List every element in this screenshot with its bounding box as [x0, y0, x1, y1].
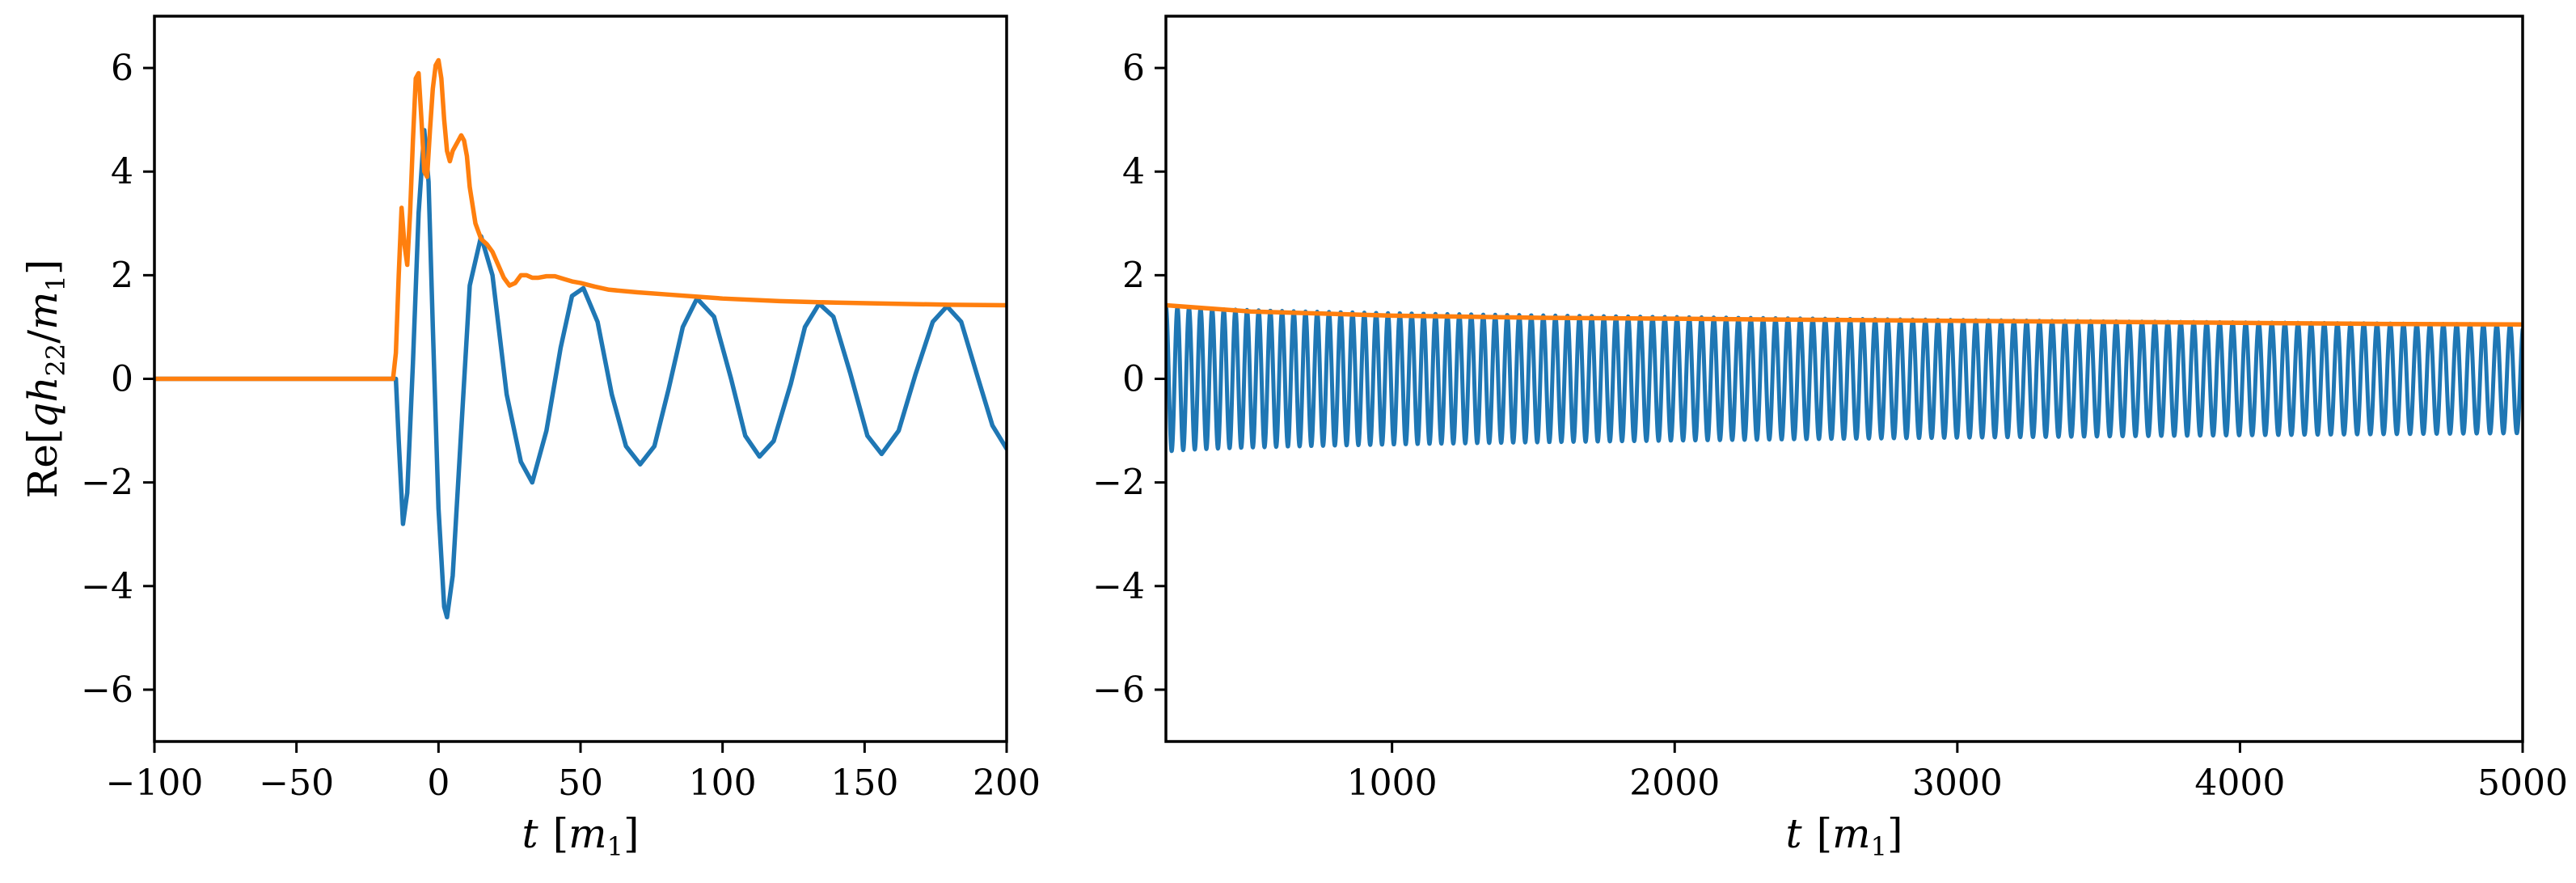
right-y-tick-label: −6	[1092, 670, 1145, 711]
right-ticks: 1000 2000 3000 4000 5000 −6 −4 −2 0 2 4 6	[1092, 48, 2568, 804]
right-axes-frame	[1164, 15, 2524, 743]
left-x-axis-m: m	[568, 810, 606, 857]
left-x-tick-label: 0	[427, 763, 450, 804]
left-y-axis-re: Re[	[19, 429, 66, 499]
left-y-axis-qh: qh	[19, 376, 66, 428]
right-x-tick-label: 4000	[2194, 763, 2285, 804]
right-x-axis-unit: [	[1817, 810, 1833, 857]
left-x-axis-close: ]	[623, 810, 640, 857]
left-x-tick-label: 150	[830, 763, 898, 804]
left-x-tick-label: 200	[973, 763, 1041, 804]
left-y-tick-label: −2	[81, 463, 133, 504]
right-series-blue-line	[1166, 303, 2523, 454]
right-y-tick-label: 0	[1122, 359, 1145, 400]
right-x-tick-label: 2000	[1629, 763, 1720, 804]
left-x-tick-label: −50	[259, 763, 334, 804]
right-y-tick-label: −2	[1092, 463, 1145, 504]
left-x-axis-var: t	[522, 810, 539, 857]
left-y-tick-label: −6	[81, 670, 133, 711]
left-y-axis-slash: /	[19, 330, 66, 344]
right-x-axis-m: m	[1832, 810, 1870, 857]
left-y-tick-label: 4	[111, 151, 133, 192]
right-x-axis-sub: 1	[1871, 831, 1887, 862]
left-x-axis-sub: 1	[607, 831, 623, 862]
left-x-axis-unit: [	[553, 810, 569, 857]
left-axes-frame	[153, 15, 1008, 743]
right-x-tick-label: 1000	[1347, 763, 1438, 804]
left-y-tick-label: 6	[111, 48, 133, 89]
right-x-axis-close: ]	[1887, 810, 1903, 857]
right-series-layer	[1166, 302, 2523, 454]
left-series-layer	[154, 57, 1007, 619]
left-y-axis-close: ]	[19, 260, 66, 276]
left-y-tick-label: −4	[81, 566, 133, 607]
right-y-tick-label: 2	[1122, 255, 1145, 296]
left-x-tick-label: 100	[689, 763, 757, 804]
left-x-tick-label: 50	[558, 763, 603, 804]
left-series-orange-line	[154, 57, 1007, 382]
left-x-tick-label: −100	[106, 763, 204, 804]
left-y-axis-label: Re[qh22/m1]	[19, 260, 71, 499]
right-x-tick-label: 5000	[2477, 763, 2568, 804]
left-y-axis-sub1: 1	[40, 275, 71, 291]
left-series-blue-line	[154, 128, 1007, 619]
left-y-tick-label: 0	[111, 359, 133, 400]
left-ticks: −100 −50 0 50 100 150 200 −6 −4 −2 0 2 4 6	[81, 48, 1041, 804]
left-y-axis-sub22: 22	[40, 344, 71, 377]
right-x-axis-var: t	[1786, 810, 1803, 857]
right-y-tick-label: 4	[1122, 151, 1145, 192]
left-y-tick-label: 2	[111, 255, 133, 296]
right-y-tick-label: −4	[1092, 566, 1145, 607]
right-y-tick-label: 6	[1122, 48, 1145, 89]
right-x-tick-label: 3000	[1912, 763, 2003, 804]
right-panel: 1000 2000 3000 4000 5000 −6 −4 −2 0 2 4 6 t [m1]	[1092, 15, 2568, 862]
left-x-axis-label: t [m1]	[522, 810, 640, 862]
right-series-orange-line	[1166, 302, 2523, 327]
right-x-axis-label: t [m1]	[1786, 810, 1903, 862]
left-y-axis-m: m	[19, 291, 66, 329]
